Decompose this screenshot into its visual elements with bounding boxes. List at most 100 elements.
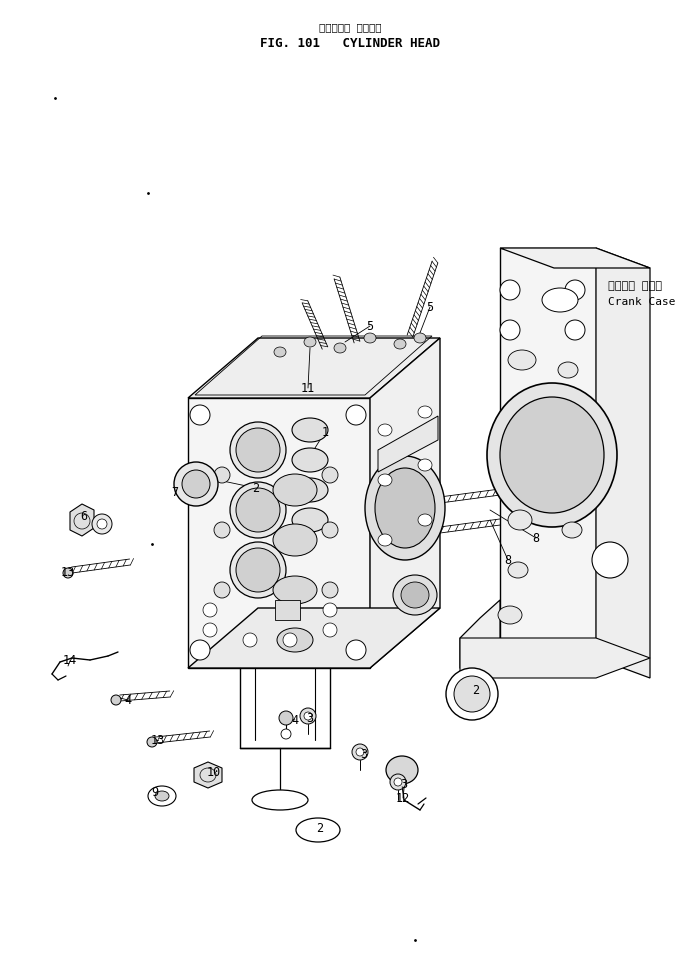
Ellipse shape (214, 467, 230, 483)
Ellipse shape (111, 695, 121, 705)
Ellipse shape (230, 542, 286, 598)
Ellipse shape (97, 519, 107, 529)
Ellipse shape (190, 405, 210, 425)
Polygon shape (188, 398, 370, 668)
Polygon shape (370, 338, 440, 668)
Ellipse shape (356, 748, 364, 756)
Ellipse shape (292, 448, 328, 472)
Ellipse shape (565, 320, 585, 340)
Bar (275, 600, 300, 620)
Ellipse shape (214, 522, 230, 538)
Ellipse shape (394, 778, 402, 786)
Ellipse shape (92, 514, 112, 534)
Ellipse shape (498, 606, 522, 624)
Ellipse shape (394, 339, 406, 349)
Text: 5: 5 (426, 300, 433, 314)
Text: 14: 14 (63, 655, 77, 667)
Text: 2: 2 (317, 821, 324, 835)
Ellipse shape (542, 288, 578, 312)
Ellipse shape (155, 791, 169, 801)
Ellipse shape (236, 428, 280, 472)
Ellipse shape (364, 333, 376, 343)
Polygon shape (70, 504, 94, 536)
Ellipse shape (273, 524, 317, 556)
Ellipse shape (236, 488, 280, 532)
Polygon shape (460, 638, 650, 678)
Ellipse shape (203, 623, 217, 637)
Ellipse shape (446, 668, 498, 720)
Ellipse shape (346, 640, 366, 660)
Ellipse shape (274, 347, 286, 357)
Ellipse shape (147, 737, 157, 747)
Ellipse shape (322, 522, 338, 538)
Text: 3: 3 (401, 778, 408, 792)
Polygon shape (188, 338, 440, 398)
Text: 4: 4 (124, 693, 131, 706)
Text: 8: 8 (505, 554, 512, 567)
Polygon shape (194, 762, 222, 788)
Ellipse shape (230, 422, 286, 478)
Ellipse shape (565, 280, 585, 300)
Ellipse shape (401, 582, 429, 608)
Ellipse shape (418, 459, 432, 471)
Ellipse shape (487, 383, 617, 527)
Ellipse shape (63, 568, 73, 578)
Ellipse shape (508, 562, 528, 578)
Polygon shape (500, 248, 596, 658)
Ellipse shape (304, 337, 316, 347)
Ellipse shape (418, 406, 432, 418)
Ellipse shape (182, 470, 210, 498)
Ellipse shape (283, 633, 297, 647)
Ellipse shape (346, 405, 366, 425)
Ellipse shape (322, 582, 338, 598)
Polygon shape (378, 416, 438, 472)
Polygon shape (500, 248, 650, 268)
Text: クランク ケース: クランク ケース (608, 281, 662, 291)
Ellipse shape (322, 467, 338, 483)
Text: 13: 13 (61, 566, 75, 578)
Ellipse shape (334, 343, 346, 353)
Ellipse shape (277, 628, 313, 652)
Ellipse shape (375, 468, 435, 548)
Ellipse shape (304, 712, 312, 720)
Text: 11: 11 (301, 381, 315, 395)
Text: 7: 7 (171, 486, 178, 498)
Ellipse shape (508, 350, 536, 370)
Ellipse shape (418, 514, 432, 526)
Ellipse shape (323, 623, 337, 637)
Ellipse shape (252, 790, 308, 810)
Ellipse shape (378, 474, 392, 486)
Text: 3: 3 (361, 748, 368, 761)
Ellipse shape (454, 676, 490, 712)
Text: シリンダ・ ヘッド・: シリンダ・ ヘッド・ (319, 22, 381, 32)
Ellipse shape (500, 397, 604, 513)
Polygon shape (188, 608, 440, 668)
Ellipse shape (300, 708, 316, 724)
Text: FIG. 101   CYLINDER HEAD: FIG. 101 CYLINDER HEAD (260, 37, 440, 50)
Ellipse shape (386, 756, 418, 784)
Ellipse shape (292, 418, 328, 442)
Ellipse shape (500, 280, 520, 300)
Ellipse shape (323, 603, 337, 617)
Text: 2: 2 (252, 482, 259, 494)
Ellipse shape (352, 744, 368, 760)
Ellipse shape (558, 362, 578, 378)
Ellipse shape (243, 633, 257, 647)
Text: 2: 2 (473, 684, 480, 697)
Text: 13: 13 (151, 733, 165, 747)
Ellipse shape (236, 548, 280, 592)
Ellipse shape (214, 582, 230, 598)
Text: 6: 6 (80, 510, 87, 523)
Text: 1: 1 (322, 425, 329, 439)
Ellipse shape (390, 774, 406, 790)
Ellipse shape (203, 603, 217, 617)
Ellipse shape (279, 711, 293, 725)
Text: 5: 5 (366, 319, 373, 333)
Text: 8: 8 (533, 532, 540, 545)
Ellipse shape (562, 522, 582, 538)
Ellipse shape (190, 640, 210, 660)
Text: 4: 4 (291, 713, 298, 727)
Polygon shape (596, 248, 650, 678)
Ellipse shape (281, 729, 291, 739)
Text: 10: 10 (207, 766, 221, 778)
